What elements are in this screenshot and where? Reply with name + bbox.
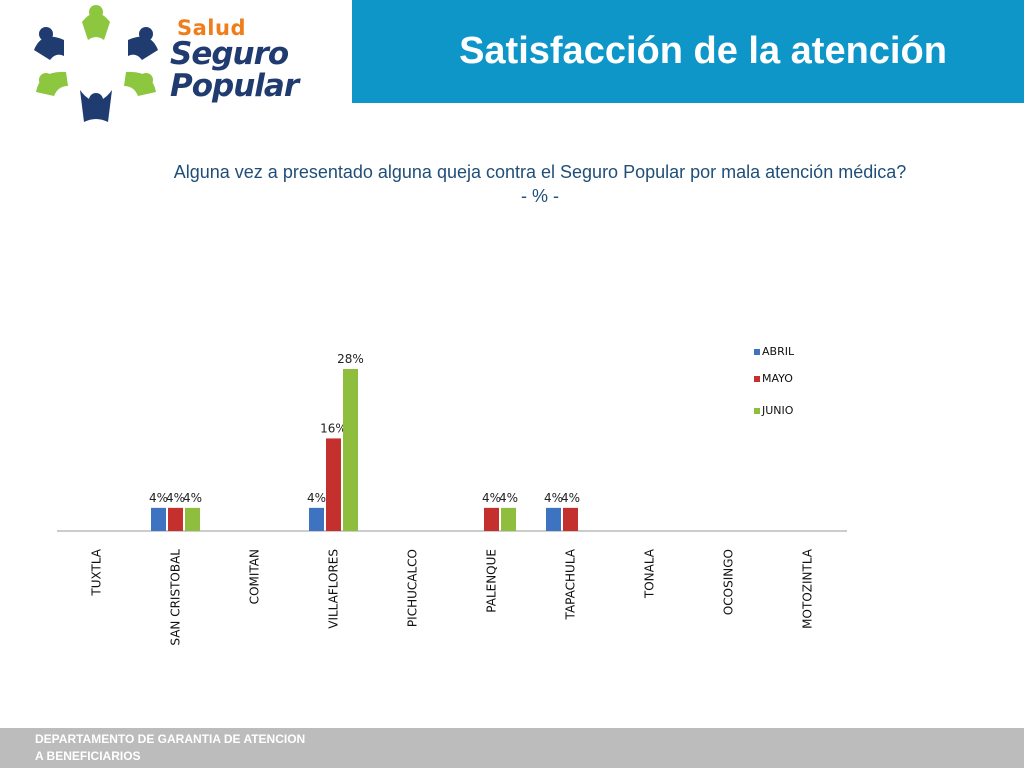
footer-text: DEPARTAMENTO DE GARANTIA DE ATENCION A B… [35, 731, 305, 765]
bar-abril-1 [151, 507, 166, 531]
data-label: 4% [482, 491, 501, 505]
category-label: TONALA [643, 548, 657, 599]
legend-swatch-abril [754, 349, 760, 355]
bar-mayo-6 [563, 507, 578, 531]
page-title: Satisfacción de la atención [459, 30, 947, 72]
category-label: OCOSINGO [722, 549, 736, 615]
data-label: 4% [544, 491, 563, 505]
data-label: 4% [149, 491, 168, 505]
bar-junio-5 [501, 507, 516, 531]
title-bar: Satisfacción de la atención [352, 0, 1024, 103]
data-label: 4% [561, 491, 580, 505]
data-label: 16% [320, 421, 347, 435]
category-label: MOTOZINTLA [801, 548, 815, 629]
logo-popular-text: Popular [170, 68, 299, 104]
data-label: 4% [499, 491, 518, 505]
logo-salud-text: Salud [177, 16, 246, 40]
bar-mayo-5 [484, 507, 499, 531]
question-unit: - % - [521, 186, 559, 206]
data-label: 4% [307, 491, 326, 505]
bar-junio-3 [343, 369, 358, 531]
legend-label: ABRIL [762, 345, 795, 358]
data-label: 4% [166, 491, 185, 505]
bar-abril-3 [309, 507, 324, 531]
category-label: SAN CRISTOBAL [169, 549, 183, 646]
category-label: PALENQUE [485, 549, 499, 613]
legend-label: JUNIO [761, 404, 794, 417]
logo-seguro-text: Seguro [170, 36, 289, 72]
bar-mayo-3 [326, 438, 341, 531]
category-label: TAPACHULA [564, 548, 578, 620]
bar-abril-6 [546, 507, 561, 531]
legend-swatch-mayo [754, 376, 760, 382]
bar-mayo-1 [168, 507, 183, 531]
logo-area: Salud Seguro Popular [0, 0, 352, 128]
footer-line-1: DEPARTAMENTO DE GARANTIA DE ATENCION [35, 732, 306, 746]
question-text: Alguna vez a presentado alguna queja con… [173, 162, 907, 182]
data-label: 4% [183, 491, 202, 505]
category-label: TUXTLA [90, 548, 104, 596]
footer-bar: DEPARTAMENTO DE GARANTIA DE ATENCION A B… [0, 728, 1024, 768]
footer-line-2: A BENEFICIARIOS [35, 749, 141, 763]
category-label: VILLAFLORES [327, 549, 341, 629]
legend-label: MAYO [762, 372, 793, 385]
category-label: PICHUCALCO [406, 549, 420, 627]
data-label: 28% [337, 352, 364, 366]
legend-swatch-junio [754, 408, 760, 414]
chart-question: Alguna vez a presentado alguna queja con… [100, 160, 980, 208]
bar-junio-1 [185, 507, 200, 531]
category-label: COMITAN [248, 549, 262, 604]
seguro-popular-logo-icon [34, 5, 158, 122]
